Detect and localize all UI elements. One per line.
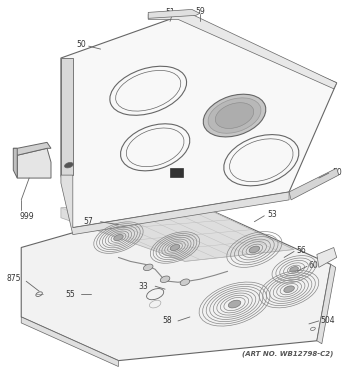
Ellipse shape [290, 267, 298, 272]
Text: 33: 33 [139, 282, 148, 291]
Polygon shape [148, 9, 200, 18]
Ellipse shape [203, 94, 266, 137]
Text: 59: 59 [195, 7, 205, 16]
Ellipse shape [208, 98, 261, 133]
Ellipse shape [284, 286, 294, 292]
Polygon shape [148, 12, 337, 89]
Polygon shape [61, 200, 294, 261]
Text: 875: 875 [7, 274, 21, 283]
Ellipse shape [228, 300, 241, 308]
Text: 60: 60 [309, 261, 319, 270]
Polygon shape [13, 142, 51, 155]
Ellipse shape [230, 139, 293, 182]
Polygon shape [289, 168, 339, 200]
Text: 53: 53 [267, 210, 277, 219]
Text: 50: 50 [76, 40, 86, 48]
Bar [170, 168, 183, 177]
Polygon shape [61, 175, 289, 235]
Ellipse shape [126, 128, 184, 167]
Polygon shape [13, 148, 17, 178]
Ellipse shape [114, 235, 123, 241]
Polygon shape [317, 264, 336, 344]
Ellipse shape [224, 135, 299, 186]
Polygon shape [61, 58, 73, 175]
Text: 57: 57 [83, 217, 93, 226]
Ellipse shape [215, 103, 254, 128]
Polygon shape [17, 148, 51, 178]
Ellipse shape [116, 70, 181, 111]
Text: 50: 50 [333, 167, 343, 176]
Ellipse shape [170, 244, 180, 251]
Polygon shape [61, 16, 337, 228]
Text: (ART NO. WB12798-C2): (ART NO. WB12798-C2) [242, 350, 334, 357]
Text: 999: 999 [19, 212, 34, 221]
Polygon shape [21, 200, 331, 361]
Ellipse shape [249, 246, 260, 253]
Text: 504: 504 [321, 316, 335, 325]
Ellipse shape [110, 66, 187, 115]
Text: 58: 58 [162, 316, 172, 325]
Ellipse shape [64, 162, 73, 168]
Polygon shape [21, 317, 118, 367]
Ellipse shape [120, 124, 190, 171]
Ellipse shape [160, 276, 170, 282]
Text: 55: 55 [65, 290, 75, 299]
Polygon shape [317, 248, 337, 267]
Text: 56: 56 [296, 246, 306, 255]
Ellipse shape [180, 279, 190, 285]
Ellipse shape [144, 264, 153, 271]
Text: 51: 51 [165, 8, 175, 17]
